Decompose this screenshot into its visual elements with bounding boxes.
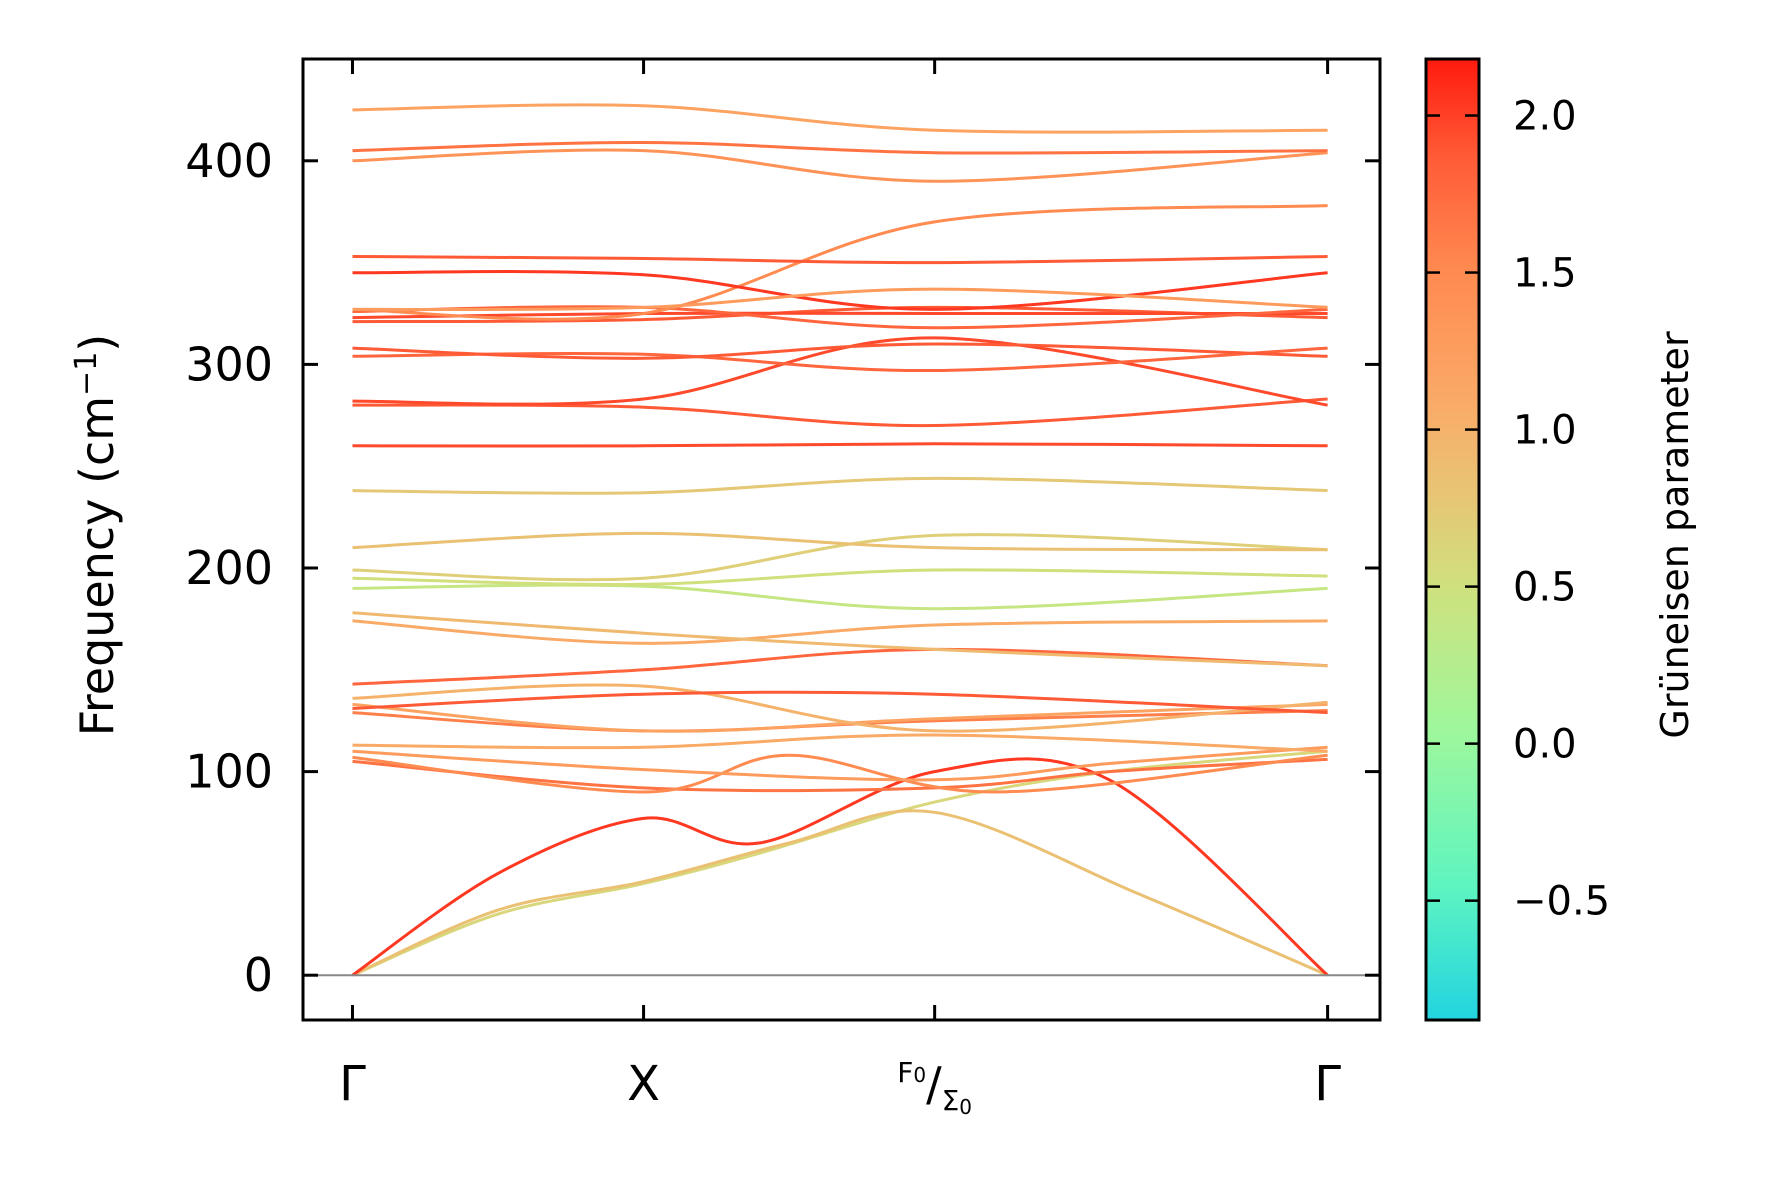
y-axis-label-main: Frequency (cm <box>70 396 124 736</box>
band-line-band-35 <box>352 103 1328 134</box>
band-lines <box>351 103 1329 977</box>
x-tick-label: Γ <box>1314 1056 1341 1112</box>
colorbar-tick-label: 2.0 <box>1513 94 1577 140</box>
band-line-band-12 <box>352 647 1328 686</box>
y-tick-label: 200 <box>185 541 273 595</box>
x-tick-label: Γ <box>339 1056 366 1112</box>
band-line-band-10 <box>352 702 1328 733</box>
y-tick-label: 400 <box>185 134 273 188</box>
colorbar-tick-label: 0.5 <box>1513 565 1577 611</box>
x-tick-label-part: Σ <box>942 1084 960 1117</box>
x-tick-label: X <box>627 1056 660 1112</box>
band-line-band-23 <box>352 336 1328 407</box>
band-line-band-18 <box>352 533 1328 582</box>
x-tick-label-part: / <box>926 1057 942 1111</box>
colorbar-axis: −0.5 0.0 0.5 1.0 1.5 2.0 <box>1426 94 1610 925</box>
band-line-band-14 <box>352 619 1328 645</box>
band-line-band-21 <box>352 442 1328 448</box>
band-line-band-8 <box>352 733 1328 753</box>
band-line-band-19 <box>352 531 1328 552</box>
colorbar <box>1424 57 1481 1022</box>
band-line-band-6 <box>352 753 1328 794</box>
band-line-band-25 <box>352 342 1328 360</box>
band-line-band-17 <box>352 568 1328 586</box>
band-line-band-7 <box>352 745 1328 782</box>
band-line-band-33 <box>352 148 1328 183</box>
y-tick-label: 0 <box>244 948 273 1002</box>
band-line-band-16 <box>352 583 1328 611</box>
colorbar-tick-label: 0.0 <box>1513 722 1577 768</box>
x-tick-label-part: F <box>897 1056 913 1089</box>
band-line-band-11 <box>352 683 1328 733</box>
y-tick-label: 300 <box>185 337 273 391</box>
colorbar-tick-label: −0.5 <box>1513 879 1610 925</box>
y-axis-label-close: ) <box>70 334 124 352</box>
x-tick-label-part: 0 <box>913 1063 926 1087</box>
x-tick-label-part: 0 <box>959 1095 972 1119</box>
y-axis: 0 100 200 300 400 <box>185 134 1380 1002</box>
band-line-band-34 <box>352 140 1328 155</box>
band-line-acoustic-1 <box>351 749 1328 977</box>
band-line-band-31 <box>352 287 1328 312</box>
band-line-band-30 <box>352 270 1328 311</box>
band-line-band-32 <box>352 255 1328 265</box>
y-axis-label-superscript: −1 <box>69 352 104 396</box>
band-line-acoustic-3 <box>351 757 1329 977</box>
plot-frame <box>301 57 1382 1022</box>
y-axis-label: Frequency (cm−1) <box>69 334 125 737</box>
colorbar-tick-label: 1.5 <box>1513 251 1577 297</box>
colorbar-tick-label: 1.0 <box>1513 408 1577 454</box>
x-tick-label-special: F0/Σ0 <box>897 1056 972 1119</box>
y-tick-label: 100 <box>185 745 273 799</box>
x-axis: Γ X F0/Σ0 Γ <box>339 59 1341 1119</box>
band-line-band-13 <box>352 690 1328 715</box>
colorbar-label: Grüneisen parameter <box>1653 331 1697 739</box>
band-line-band-15 <box>352 611 1328 668</box>
band-line-band-27 <box>352 311 1328 320</box>
band-line-acoustic-2 <box>351 809 1329 977</box>
band-line-band-5 <box>352 757 1328 793</box>
band-line-band-20 <box>352 476 1328 495</box>
